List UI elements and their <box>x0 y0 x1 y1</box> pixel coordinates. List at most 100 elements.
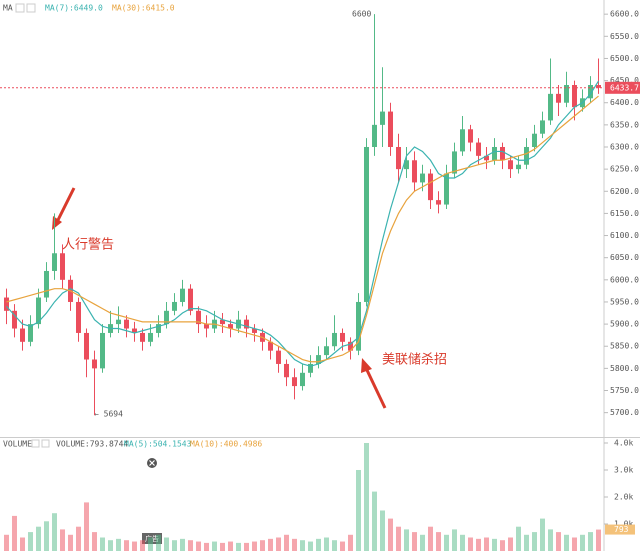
volume-bar <box>412 532 417 551</box>
candle-body <box>548 93 553 121</box>
candle-body <box>444 173 449 205</box>
volume-bar <box>524 534 529 551</box>
candle-body <box>268 341 273 351</box>
candle-body <box>220 319 225 325</box>
candle-body <box>532 133 537 147</box>
candle-body <box>540 120 545 134</box>
candle-body <box>252 328 257 333</box>
volume-bar <box>92 532 97 551</box>
candle-body <box>76 301 81 333</box>
ma-legend: MA <box>3 4 13 13</box>
legend-button[interactable] <box>26 3 36 13</box>
volume-bar <box>76 526 81 551</box>
volume-bar <box>188 540 193 551</box>
volume-bar <box>428 526 433 551</box>
candle-body <box>300 372 305 387</box>
candle-body <box>116 319 121 325</box>
y-tick-label: 6400.0 <box>610 98 639 107</box>
volume-readout: VOLUME:793.8744 <box>56 440 128 449</box>
candle-body <box>372 124 377 147</box>
candle-body <box>420 173 425 183</box>
volume-bar <box>20 537 25 551</box>
legend-button[interactable] <box>15 3 25 13</box>
candle-body <box>348 341 353 351</box>
candle-body <box>164 310 169 325</box>
volume-bar <box>396 526 401 551</box>
candle-body <box>180 288 185 302</box>
volume-bar <box>116 538 121 551</box>
y-tick-label: 6350.0 <box>610 120 639 129</box>
volume-bar <box>508 537 513 551</box>
y-tick-label: 6600.0 <box>610 10 639 19</box>
candle-body <box>460 129 465 152</box>
legend-button[interactable] <box>31 439 40 448</box>
y-tick-label: 5800.0 <box>610 364 639 373</box>
candle-body <box>172 301 177 311</box>
volume-bar <box>196 541 201 551</box>
ma7-legend: MA(7):6449.0 <box>45 4 103 13</box>
y-tick-label: 6550.0 <box>610 32 639 41</box>
ma30-line <box>6 95 599 363</box>
ma5-legend: MA(5):504.1543 <box>124 440 192 449</box>
candle-body <box>36 297 41 325</box>
candle-body <box>132 328 137 333</box>
candle-body <box>308 363 313 373</box>
volume-bar <box>492 538 497 551</box>
candle-body <box>516 164 521 170</box>
y-tick-label: 6500.0 <box>610 54 639 63</box>
volume-bar <box>276 537 281 551</box>
volume-bar <box>404 529 409 551</box>
candle-body <box>228 324 233 329</box>
y-tick-label: 5900.0 <box>610 320 639 329</box>
volume-bar <box>236 542 241 551</box>
candle-body <box>316 355 321 364</box>
candle-body <box>588 85 593 99</box>
volume-bar <box>52 513 57 551</box>
legend-button[interactable] <box>41 439 50 448</box>
volume-bar <box>364 442 369 551</box>
volume-bar <box>308 541 313 551</box>
volume-title: VOLUME <box>3 440 32 449</box>
volume-bar <box>172 540 177 551</box>
candle-body <box>332 332 337 347</box>
close-icon <box>149 460 155 466</box>
candle-body <box>436 200 441 205</box>
annotation: 美联储杀招 <box>382 353 447 368</box>
candle-body <box>500 146 505 161</box>
candle-body <box>412 160 417 183</box>
volume-bar <box>356 469 361 551</box>
candle-body <box>596 85 601 88</box>
candle-body <box>148 332 153 342</box>
volume-bar <box>244 542 249 551</box>
arrow-head <box>361 358 372 373</box>
candle-body <box>100 332 105 369</box>
volume-bar <box>228 541 233 551</box>
volume-bar <box>44 521 49 551</box>
candle-body <box>188 288 193 311</box>
ma30-legend: MA(30):6415.0 <box>112 4 175 13</box>
volume-bar <box>260 540 265 551</box>
candle-body <box>124 319 129 329</box>
candle-body <box>380 111 385 125</box>
candle-body <box>156 324 161 333</box>
y-tick-label: 6200.0 <box>610 187 639 196</box>
y-tick-label: 3.0k <box>614 465 633 474</box>
candle-body <box>84 332 89 360</box>
volume-bar <box>388 518 393 551</box>
volume-bar <box>316 538 321 551</box>
y-tick-label: 5850.0 <box>610 342 639 351</box>
y-tick-label: 6150.0 <box>610 209 639 218</box>
candle-body <box>60 253 65 280</box>
volume-bar <box>292 538 297 551</box>
candle-body <box>44 270 49 298</box>
annotation: 人行警告 <box>62 237 114 253</box>
volume-bar <box>132 541 137 551</box>
volume-bar <box>372 491 377 551</box>
candle-body <box>196 310 201 325</box>
arrow <box>364 367 387 409</box>
candle-body <box>508 160 513 170</box>
candle-body <box>484 155 489 161</box>
volume-bar <box>204 542 209 551</box>
last-volume-box <box>605 524 635 535</box>
